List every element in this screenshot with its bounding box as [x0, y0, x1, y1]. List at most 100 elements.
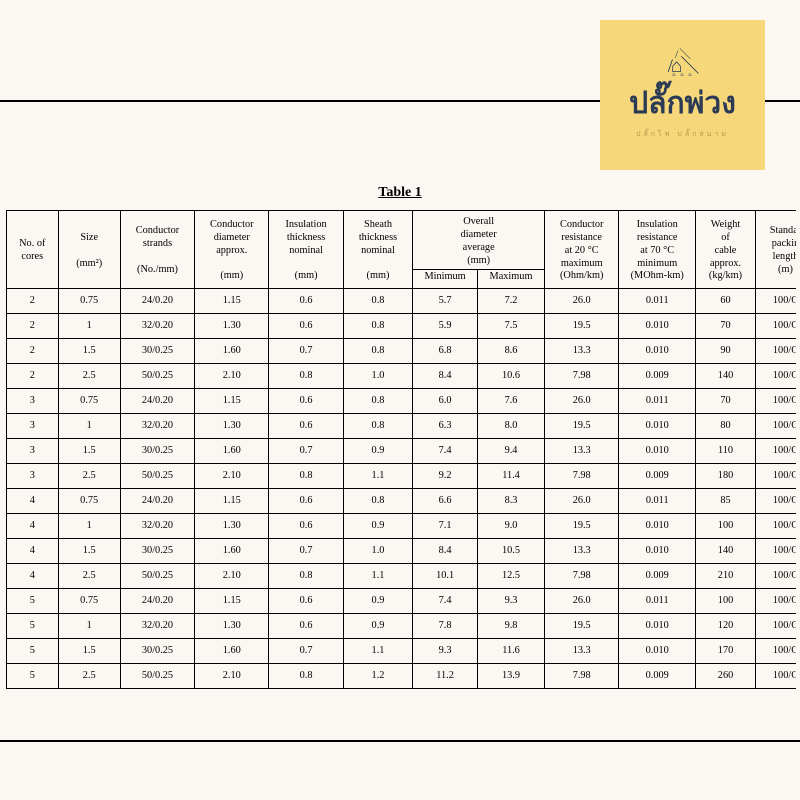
cell-res20: 19.5: [545, 614, 619, 639]
cell-weight: 140: [696, 539, 756, 564]
cell-sheath_thk: 0.9: [343, 439, 413, 464]
cell-strands: 50/0.25: [120, 464, 194, 489]
cell-strands: 30/0.25: [120, 339, 194, 364]
table-row: 41.530/0.251.600.71.08.410.513.30.010140…: [7, 539, 797, 564]
col-header: Minimum: [413, 270, 478, 289]
cell-cond_dia: 1.60: [195, 639, 269, 664]
cell-sheath_thk: 1.2: [343, 664, 413, 689]
cell-weight: 170: [696, 639, 756, 664]
cell-size: 0.75: [58, 489, 120, 514]
cell-size: 1: [58, 514, 120, 539]
cell-strands: 30/0.25: [120, 539, 194, 564]
cell-res70: 0.010: [619, 339, 696, 364]
table-row: 51.530/0.251.600.71.19.311.613.30.010170…: [7, 639, 797, 664]
cell-cond_dia: 2.10: [195, 364, 269, 389]
table-row: 2132/0.201.300.60.85.97.519.50.01070100/…: [7, 314, 797, 339]
cell-ins_thk: 0.8: [269, 364, 343, 389]
cell-od_min: 6.6: [413, 489, 478, 514]
col-header: Conductorresistanceat 20 °Cmaximum(Ohm/k…: [545, 211, 619, 289]
cell-res20: 13.3: [545, 439, 619, 464]
cell-cores: 4: [7, 489, 59, 514]
cell-res20: 19.5: [545, 314, 619, 339]
cell-od_min: 7.4: [413, 439, 478, 464]
cell-packing: 100/C: [755, 489, 796, 514]
cell-packing: 100/C: [755, 389, 796, 414]
cell-size: 1: [58, 414, 120, 439]
cell-weight: 120: [696, 614, 756, 639]
cell-size: 0.75: [58, 589, 120, 614]
cell-od_min: 6.0: [413, 389, 478, 414]
cell-packing: 100/C: [755, 314, 796, 339]
cell-cond_dia: 1.15: [195, 489, 269, 514]
cell-res70: 0.010: [619, 614, 696, 639]
cell-size: 1: [58, 314, 120, 339]
cell-res70: 0.009: [619, 464, 696, 489]
cell-cores: 3: [7, 439, 59, 464]
cell-size: 0.75: [58, 389, 120, 414]
cell-res20: 7.98: [545, 364, 619, 389]
cell-od_max: 9.0: [477, 514, 544, 539]
cell-strands: 50/0.25: [120, 364, 194, 389]
cell-ins_thk: 0.6: [269, 514, 343, 539]
cell-res70: 0.009: [619, 364, 696, 389]
cell-cores: 5: [7, 614, 59, 639]
cell-od_max: 7.5: [477, 314, 544, 339]
spec-table-wrap: No. ofcoresSize(mm²)Conductorstrands(No.…: [6, 210, 796, 689]
cell-sheath_thk: 1.1: [343, 639, 413, 664]
cell-od_min: 6.3: [413, 414, 478, 439]
cell-cond_dia: 2.10: [195, 464, 269, 489]
cell-cores: 2: [7, 339, 59, 364]
table-row: 30.7524/0.201.150.60.86.07.626.00.011701…: [7, 389, 797, 414]
cell-size: 2.5: [58, 364, 120, 389]
cell-res20: 13.3: [545, 339, 619, 364]
cell-res20: 26.0: [545, 589, 619, 614]
cell-od_max: 12.5: [477, 564, 544, 589]
col-header: Maximum: [477, 270, 544, 289]
cell-od_min: 6.8: [413, 339, 478, 364]
cell-size: 1.5: [58, 639, 120, 664]
cell-od_max: 11.6: [477, 639, 544, 664]
cell-sheath_thk: 0.9: [343, 614, 413, 639]
table-row: 20.7524/0.201.150.60.85.77.226.00.011601…: [7, 289, 797, 314]
cell-packing: 100/C: [755, 614, 796, 639]
cell-size: 2.5: [58, 464, 120, 489]
cell-res70: 0.010: [619, 539, 696, 564]
cell-res20: 19.5: [545, 514, 619, 539]
cell-sheath_thk: 0.8: [343, 339, 413, 364]
cell-packing: 100/C: [755, 639, 796, 664]
cell-od_max: 8.6: [477, 339, 544, 364]
cell-res70: 0.010: [619, 514, 696, 539]
cell-sheath_thk: 0.9: [343, 514, 413, 539]
brand-logo: / ＼ /⌂＼ ▫ ▫ ▫ ปลั๊กพ่วง ปลั๊กไฟ ปลั๊กสนา…: [600, 20, 765, 170]
cell-strands: 32/0.20: [120, 314, 194, 339]
cell-weight: 85: [696, 489, 756, 514]
cell-cond_dia: 1.15: [195, 289, 269, 314]
col-header: Weightofcableapprox.(kg/km): [696, 211, 756, 289]
cell-od_min: 7.8: [413, 614, 478, 639]
cell-ins_thk: 0.6: [269, 314, 343, 339]
cell-strands: 50/0.25: [120, 664, 194, 689]
cell-packing: 100/C: [755, 589, 796, 614]
cell-od_max: 9.3: [477, 589, 544, 614]
cell-cores: 4: [7, 514, 59, 539]
cell-weight: 260: [696, 664, 756, 689]
cell-strands: 32/0.20: [120, 414, 194, 439]
col-header: No. ofcores: [7, 211, 59, 289]
cell-ins_thk: 0.6: [269, 489, 343, 514]
cell-od_max: 9.4: [477, 439, 544, 464]
cell-weight: 100: [696, 589, 756, 614]
cell-weight: 90: [696, 339, 756, 364]
cell-ins_thk: 0.8: [269, 564, 343, 589]
cell-ins_thk: 0.7: [269, 339, 343, 364]
col-header: Overalldiameteraverage(mm): [413, 211, 545, 270]
cell-res20: 7.98: [545, 464, 619, 489]
cell-strands: 24/0.20: [120, 589, 194, 614]
cell-weight: 70: [696, 389, 756, 414]
bottom-rule: [0, 740, 800, 742]
cell-packing: 100/C: [755, 514, 796, 539]
cell-res70: 0.011: [619, 389, 696, 414]
table-row: 21.530/0.251.600.70.86.88.613.30.0109010…: [7, 339, 797, 364]
table-row: 31.530/0.251.600.70.97.49.413.30.0101101…: [7, 439, 797, 464]
cell-cores: 4: [7, 539, 59, 564]
cell-strands: 24/0.20: [120, 389, 194, 414]
